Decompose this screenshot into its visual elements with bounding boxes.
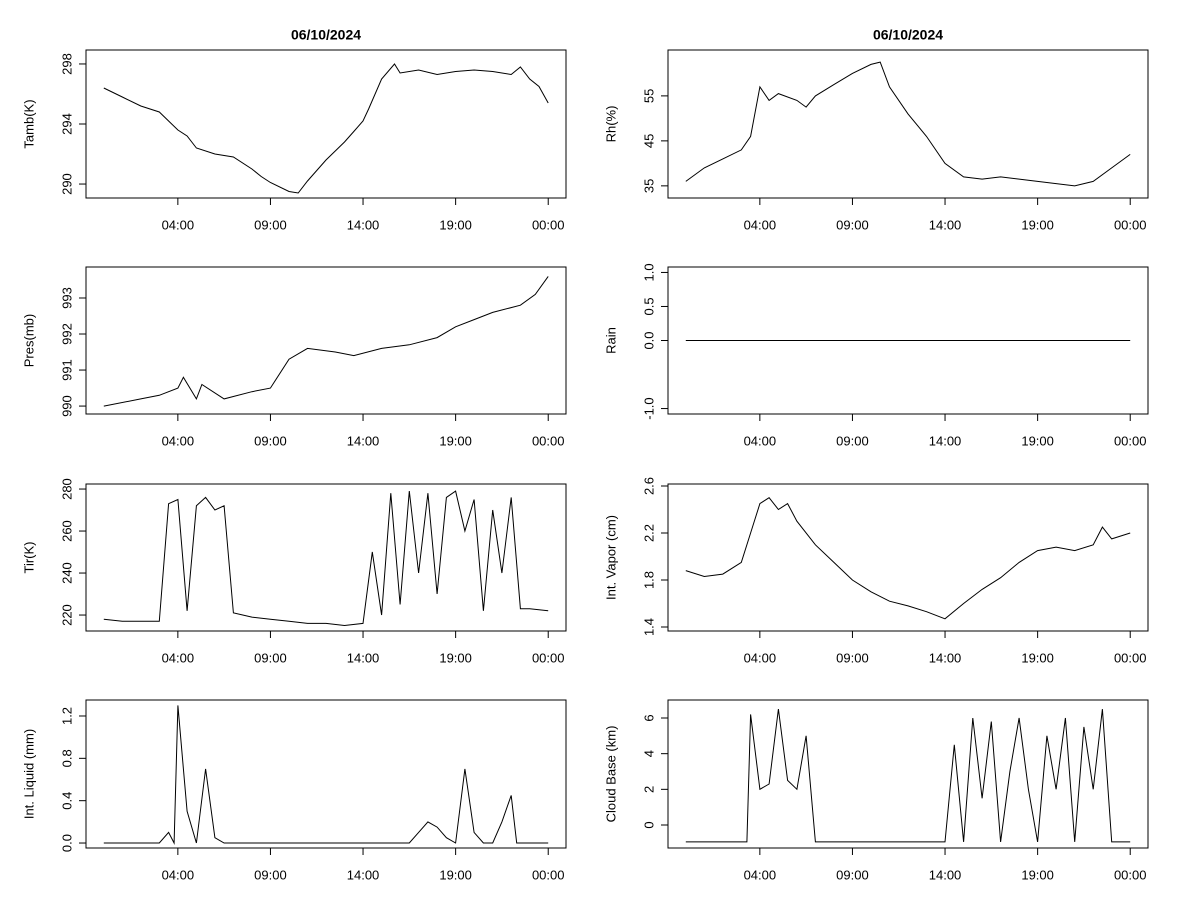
y-tick-label: 990 [59,395,74,417]
y-tick-label: 6 [641,714,656,721]
y-tick-label: 0.0 [59,834,74,852]
y-tick-label: 2 [641,786,656,793]
y-tick-label: 2.2 [641,524,656,542]
x-tick-label: 00:00 [1114,867,1147,882]
x-tick-label: 09:00 [836,650,869,665]
data-line [685,709,1131,843]
x-tick-label: 09:00 [836,867,869,882]
data-line [103,276,549,407]
y-tick-label: 290 [59,173,74,195]
y-tick-label: 0.5 [641,297,656,315]
x-tick-label: 19:00 [1021,650,1054,665]
y-tick-label: 0.8 [59,749,74,767]
y-tick-label: 35 [641,179,656,193]
y-tick-label: 45 [641,134,656,148]
y-tick-label: 294 [59,113,74,135]
data-line [685,497,1131,620]
x-tick-label: 09:00 [254,433,287,448]
y-tick-label: 260 [59,520,74,542]
y-axis-label: Rain [603,327,618,354]
x-tick-label: 04:00 [162,867,195,882]
chart-title: 06/10/2024 [873,27,943,43]
x-tick-label: 00:00 [1114,650,1147,665]
plot-frame [85,699,567,849]
x-tick-label: 09:00 [836,217,869,232]
x-tick-label: 14:00 [929,867,962,882]
x-tick-label: 00:00 [1114,217,1147,232]
plot-frame [85,266,567,415]
y-tick-label: 0.0 [641,331,656,349]
x-tick-label: 14:00 [347,433,380,448]
y-tick-label: 55 [641,89,656,103]
data-line [103,63,549,194]
y-tick-label: 280 [59,478,74,500]
x-tick-label: 19:00 [439,650,472,665]
x-tick-label: 09:00 [254,867,287,882]
y-axis-label: Int. Liquid (mm) [21,729,36,819]
x-tick-label: 14:00 [929,433,962,448]
x-tick-label: 19:00 [439,867,472,882]
x-tick-label: 00:00 [532,867,565,882]
y-axis-label: Tamb(K) [21,99,36,148]
data-line [103,490,549,627]
x-tick-label: 14:00 [929,650,962,665]
x-tick-label: 09:00 [254,650,287,665]
y-axis-label: Tir(K) [21,541,36,573]
y-tick-label: 1.8 [641,571,656,589]
y-tick-label: 220 [59,604,74,626]
x-tick-label: 09:00 [836,433,869,448]
y-tick-label: -1.0 [641,397,656,419]
x-tick-label: 19:00 [1021,217,1054,232]
x-tick-label: 09:00 [254,217,287,232]
plot-frame [667,483,1149,632]
x-tick-label: 14:00 [929,217,962,232]
x-tick-label: 14:00 [347,650,380,665]
x-tick-label: 04:00 [162,433,195,448]
data-line [685,61,1131,187]
x-tick-label: 04:00 [162,217,195,232]
y-tick-label: 4 [641,750,656,757]
x-tick-label: 19:00 [1021,867,1054,882]
y-tick-label: 993 [59,287,74,309]
x-tick-label: 00:00 [1114,433,1147,448]
y-axis-label: Cloud Base (km) [603,726,618,823]
y-axis-label: Pres(mb) [21,314,36,367]
y-tick-label: 0 [641,821,656,828]
y-tick-label: 1.2 [59,707,74,725]
x-tick-label: 19:00 [439,217,472,232]
y-tick-label: 992 [59,323,74,345]
plot-frame [667,49,1149,199]
x-tick-label: 04:00 [744,650,777,665]
y-tick-label: 0.4 [59,792,74,810]
y-tick-label: 2.6 [641,477,656,495]
x-tick-label: 14:00 [347,217,380,232]
x-tick-label: 04:00 [744,433,777,448]
chart-title: 06/10/2024 [291,27,361,43]
plot-frame [85,483,567,632]
y-tick-label: 240 [59,562,74,584]
y-axis-label: Rh(%) [603,106,618,143]
x-tick-label: 04:00 [162,650,195,665]
x-tick-label: 04:00 [744,867,777,882]
x-tick-label: 00:00 [532,217,565,232]
x-tick-label: 19:00 [439,433,472,448]
x-tick-label: 00:00 [532,433,565,448]
y-tick-label: 298 [59,53,74,75]
y-tick-label: 1.0 [641,263,656,281]
x-tick-label: 04:00 [744,217,777,232]
data-line [103,705,549,845]
x-tick-label: 14:00 [347,867,380,882]
x-tick-label: 00:00 [532,650,565,665]
x-tick-label: 19:00 [1021,433,1054,448]
y-tick-label: 991 [59,359,74,381]
y-tick-label: 1.4 [641,618,656,636]
y-axis-label: Int. Vapor (cm) [603,515,618,600]
